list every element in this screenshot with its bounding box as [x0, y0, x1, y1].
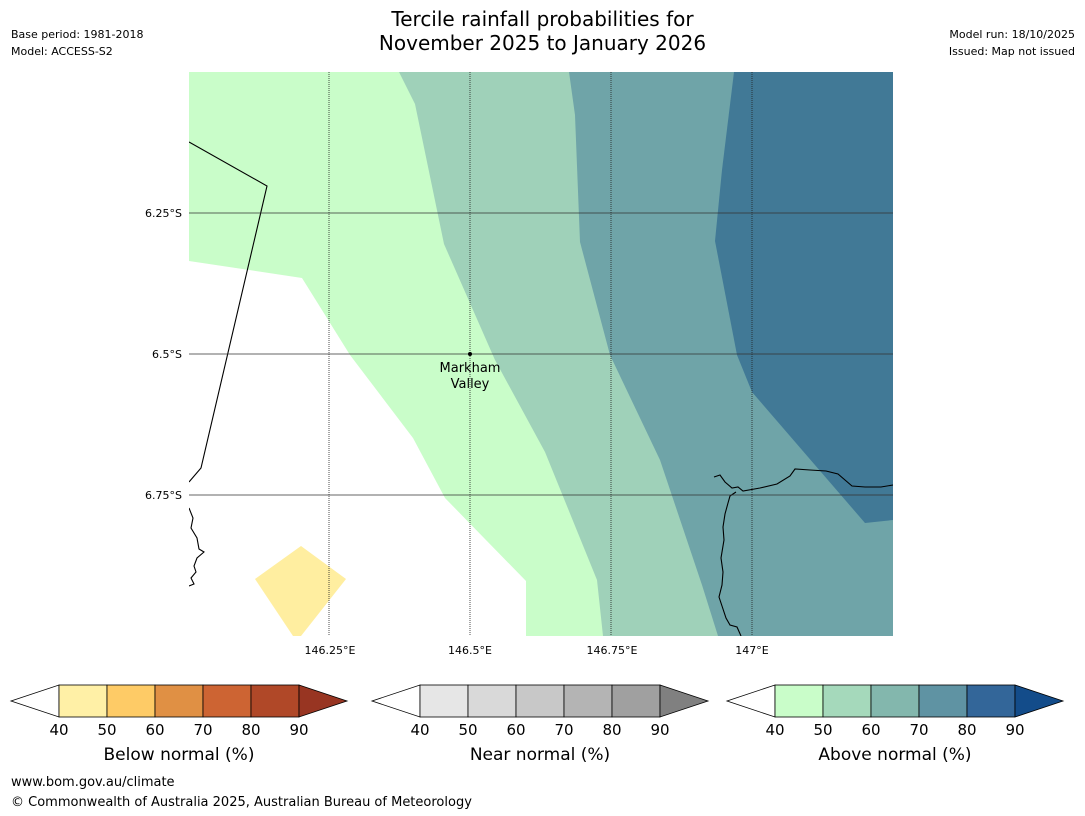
- colorbar-tick: 80: [602, 721, 621, 738]
- colorbar-segment: [611, 684, 661, 718]
- colorbar-min-extension: [9, 684, 60, 718]
- place-marker: [468, 352, 472, 356]
- lon-label: 147°E: [735, 644, 768, 657]
- title-line-1: Tercile rainfall probabilities for: [391, 7, 694, 31]
- colorbar-max-extension: [1014, 684, 1065, 718]
- lat-label: 6.75°S: [145, 489, 182, 502]
- meta-right: Model run: 18/10/2025 Issued: Map not is…: [949, 26, 1075, 60]
- place-label-line-1: Markham: [440, 361, 501, 376]
- colorbar-segment: [774, 684, 824, 718]
- lat-label: 6.25°S: [145, 207, 182, 220]
- colorbar-tick: 90: [650, 721, 669, 738]
- lon-label: 146.5°E: [448, 644, 492, 657]
- colorbar-tick: 60: [861, 721, 880, 738]
- lat-label: 6.5°S: [152, 348, 182, 361]
- above-70-80-region: [715, 72, 893, 523]
- colorbar-tick: 50: [813, 721, 832, 738]
- colorbar-tick: 90: [1005, 721, 1024, 738]
- place-label-line-2: Valley: [451, 377, 490, 392]
- below-normal-region: [255, 546, 346, 636]
- map-area: [189, 72, 893, 636]
- issued-status: Issued: Map not issued: [948, 45, 1075, 58]
- colorbar-min-extension: [725, 684, 776, 718]
- colorbar-max-extension: [659, 684, 710, 718]
- coastline-huon-south: [718, 491, 742, 636]
- colorbar-max-extension: [298, 684, 349, 718]
- footer-copyright: © Commonwealth of Australia 2025, Austra…: [11, 795, 472, 810]
- colorbar-tick: 40: [410, 721, 429, 738]
- lon-label: 146.25°E: [305, 644, 356, 657]
- colorbar-segment: [822, 684, 872, 718]
- colorbar-tick: 60: [506, 721, 525, 738]
- colorbar-segment: [515, 684, 565, 718]
- colorbar-title-near: Near normal (%): [469, 745, 611, 765]
- colorbar-tick: 50: [97, 721, 116, 738]
- coastline-huon-peninsula: [713, 468, 893, 492]
- colorbar-tick: 40: [49, 721, 68, 738]
- colorbar-tick: 60: [145, 721, 164, 738]
- colorbar-segment: [58, 684, 108, 718]
- colorbar-tick: 90: [289, 721, 308, 738]
- colorbar-tick: 50: [458, 721, 477, 738]
- colorbar-min-extension: [370, 684, 421, 718]
- colorbar-tick: 40: [765, 721, 784, 738]
- base-period: Base period: 1981-2018: [11, 28, 144, 41]
- coastline-west: [189, 141, 268, 483]
- colorbar-below-normal: 40 50 60 70 80 90: [9, 684, 349, 738]
- colorbar-segment: [918, 684, 968, 718]
- colorbar-tick: 70: [909, 721, 928, 738]
- colorbar-segment: [467, 684, 517, 718]
- colorbar-segment: [966, 684, 1016, 718]
- colorbar-tick: 80: [957, 721, 976, 738]
- colorbar-above-normal: 40 50 60 70 80 90: [725, 684, 1065, 738]
- colorbar-tick: 70: [554, 721, 573, 738]
- map-title: Tercile rainfall probabilities for Novem…: [0, 7, 1085, 55]
- colorbar-segment: [419, 684, 469, 718]
- colorbar-tick: 80: [241, 721, 260, 738]
- colorbar-segment: [250, 684, 300, 718]
- colorbar-strip: 40 50 60 70 80 90 40 50 60 70 80 90 40 5…: [9, 684, 1065, 738]
- meta-left: Base period: 1981-2018 Model: ACCESS-S2: [11, 26, 143, 60]
- colorbar-tick: 70: [193, 721, 212, 738]
- colorbar-segment: [870, 684, 920, 718]
- footer-url[interactable]: www.bom.gov.au/climate: [11, 775, 175, 790]
- lon-label: 146.75°E: [587, 644, 638, 657]
- model-run: Model run: 18/10/2025: [949, 28, 1075, 41]
- map-canvas: Markham Valley 6.25°S 6.5°S 6.75°S 146.2…: [145, 72, 893, 657]
- colorbar-segment: [154, 684, 204, 718]
- coastline-southwest: [189, 507, 205, 587]
- model-name: Model: ACCESS-S2: [11, 45, 113, 58]
- colorbar-segment: [202, 684, 252, 718]
- colorbar-near-normal: 40 50 60 70 80 90: [370, 684, 710, 738]
- colorbar-segment: [106, 684, 156, 718]
- colorbar-segment: [563, 684, 613, 718]
- colorbar-title-above: Above normal (%): [818, 745, 972, 765]
- title-line-2: November 2025 to January 2026: [378, 31, 707, 55]
- colorbar-title-below: Below normal (%): [103, 745, 255, 765]
